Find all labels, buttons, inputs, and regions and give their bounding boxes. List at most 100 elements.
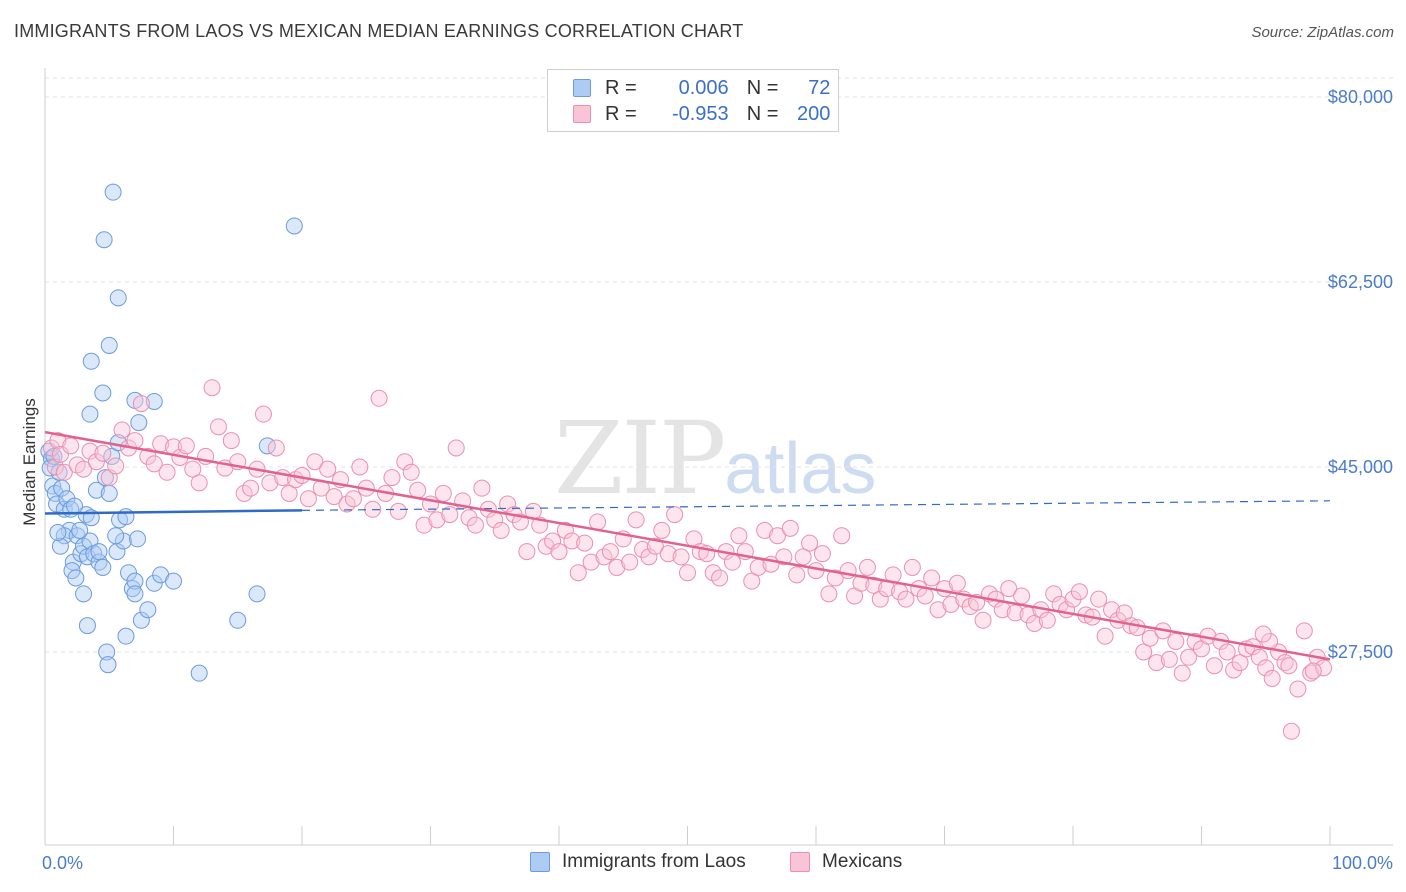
mexicans-point: [801, 534, 819, 552]
laos-point: [81, 405, 99, 423]
mexicans-point: [1218, 643, 1236, 661]
mexicans-point: [768, 527, 786, 545]
watermark: ZIPatlas: [554, 400, 876, 517]
mexicans-point: [666, 506, 684, 524]
laos-point: [90, 543, 108, 561]
mexicans-swatch: [790, 852, 810, 872]
mexicans-point: [858, 558, 876, 576]
laos-point: [285, 217, 303, 235]
laos-point: [248, 585, 266, 603]
laos-point: [107, 527, 125, 545]
mexicans-point: [1167, 632, 1185, 650]
mexicans-point: [550, 543, 568, 561]
mexicans-point: [897, 590, 915, 608]
mexicans-point: [158, 463, 176, 481]
y-tick-label: $62,500: [1328, 272, 1393, 292]
mexicans-point: [659, 545, 677, 563]
mexicans-point: [679, 564, 696, 582]
mexicans-point: [974, 611, 992, 629]
mexicans-point: [1000, 580, 1018, 598]
watermark-zip: ZIP: [554, 400, 726, 517]
mexicans-point: [261, 474, 279, 492]
laos-point: [75, 585, 93, 603]
mexicans-point: [813, 545, 831, 563]
mexicans-point: [1096, 627, 1114, 645]
laos-swatch: [530, 852, 550, 872]
laos-point: [109, 289, 127, 307]
mexicans-point: [1045, 585, 1063, 603]
laos-point: [51, 537, 69, 555]
mexicans-point: [1315, 659, 1333, 677]
legend-label-laos: Immigrants from Laos: [562, 851, 746, 872]
stats-legend: R = 0.006 N = 72 R = -0.953 N = 200: [547, 69, 839, 132]
mexicans-point: [1173, 664, 1191, 682]
laos-point: [145, 392, 163, 410]
laos-point: [126, 572, 144, 590]
laos-point: [67, 569, 85, 587]
chart-source: Source: ZipAtlas.com: [1251, 24, 1394, 41]
laos-point: [129, 530, 147, 548]
mexicans-point: [1103, 601, 1121, 619]
n-value: 72: [808, 76, 831, 99]
mexicans-point: [646, 537, 664, 555]
laos-point: [126, 585, 144, 603]
mexicans-point: [55, 463, 73, 481]
mexicans-point: [466, 516, 484, 534]
mexicans-point: [75, 460, 93, 478]
mexicans-point: [923, 569, 941, 587]
mexicans-point: [903, 558, 921, 576]
mexicans-point: [209, 418, 227, 436]
mexicans-point: [794, 548, 812, 566]
mexicans-point: [1257, 659, 1275, 677]
mexicans-point: [518, 543, 536, 561]
mexicans-point: [569, 564, 587, 582]
mexicans-point: [434, 484, 452, 502]
laos-point: [99, 656, 117, 674]
watermark-atlas: atlas: [724, 429, 877, 509]
mexicans-point: [441, 506, 459, 524]
mexicans-point: [299, 490, 317, 508]
mexicans-point: [107, 457, 125, 475]
mexicans-point: [929, 601, 947, 619]
mexicans-point: [145, 455, 163, 473]
mexicans-point: [1250, 648, 1268, 666]
laos-point: [77, 506, 95, 524]
laos-point: [94, 384, 112, 402]
legend-item-laos[interactable]: Immigrants from Laos: [530, 851, 746, 873]
mexicans-point: [396, 453, 414, 471]
y-tick-label: $27,500: [1328, 642, 1393, 662]
mexicans-point: [222, 432, 240, 450]
mexicans-point: [544, 532, 562, 550]
mexicans-point: [267, 439, 285, 457]
laos-point: [117, 627, 135, 645]
mexicans-point: [415, 516, 433, 534]
mexicans-trend-line: [44, 430, 1331, 661]
laos-point: [87, 481, 105, 499]
mexicans-point: [1295, 622, 1313, 640]
mexicans-point: [1231, 654, 1249, 672]
mexicans-point: [473, 479, 491, 497]
legend-item-mexicans[interactable]: Mexicans: [790, 851, 902, 873]
mexicans-point: [653, 521, 671, 539]
mexicans-point: [428, 511, 446, 529]
mexicans-point: [563, 532, 581, 550]
mexicans-point: [402, 463, 420, 481]
mexicans-point: [711, 569, 729, 587]
series-legend: Immigrants from Laos Mexicans: [0, 851, 1406, 877]
x-tick-label-min: 0.0%: [42, 853, 83, 873]
mexicans-point: [46, 458, 64, 476]
laos-trend-line: [44, 509, 303, 515]
mexicans-point: [87, 453, 105, 471]
mexicans-point: [370, 389, 388, 407]
mexicans-point: [113, 421, 131, 439]
laos-point: [66, 497, 84, 515]
mexicans-point: [132, 395, 150, 413]
r-value: -0.953: [671, 102, 729, 125]
laos-point: [120, 564, 138, 582]
mexicans-point: [788, 566, 806, 584]
mexicans-point: [556, 521, 574, 539]
mexicans-point: [1025, 614, 1043, 632]
mexicans-point: [389, 502, 407, 520]
legend-row-mexicans: R = -0.953 N = 200: [548, 101, 830, 127]
n-label: N =: [746, 102, 779, 125]
